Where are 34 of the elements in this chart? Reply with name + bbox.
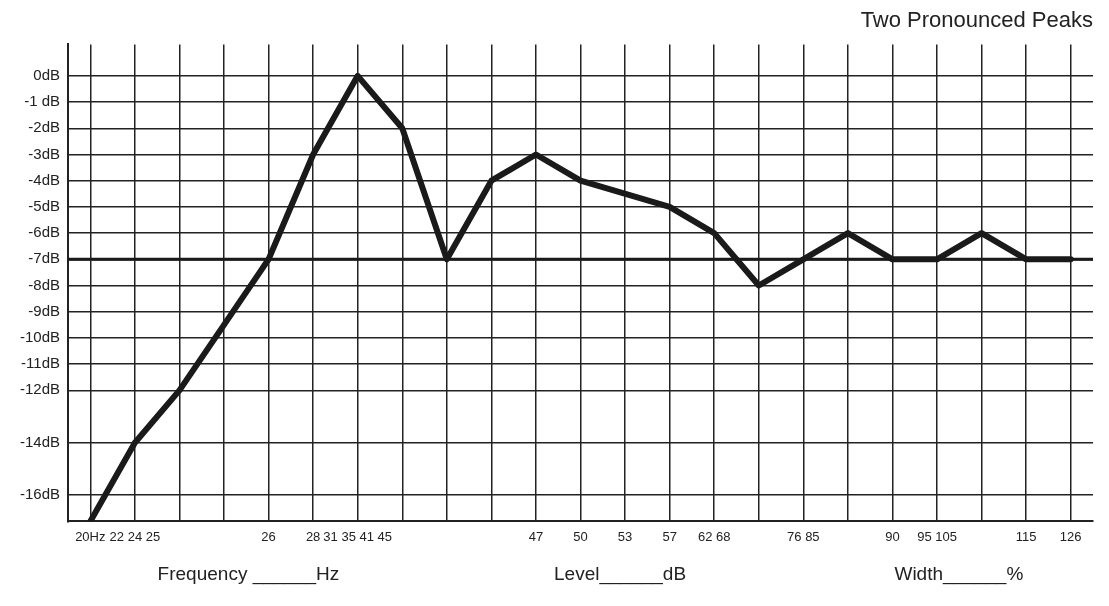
- chart-title: Two Pronounced Peaks: [860, 7, 1093, 33]
- x-tick-label: 62 68: [697, 528, 731, 544]
- x-tick-label: 47: [528, 528, 544, 544]
- y-tick-label: -16dB: [20, 485, 61, 503]
- y-tick-label: -3dB: [28, 144, 61, 162]
- y-tick-label: -10dB: [20, 328, 61, 346]
- x-tick-label: 95 105: [917, 528, 957, 544]
- y-tick-label: -5dB: [28, 197, 61, 215]
- x-tick-label: 50: [573, 528, 588, 544]
- x-tick-label: 20Hz: [75, 528, 106, 544]
- x-tick-label: 90: [885, 528, 900, 544]
- y-tick-label: -8dB: [28, 275, 61, 293]
- x-tick-label: 57: [662, 528, 677, 544]
- x-tick-label: 115: [1015, 528, 1037, 544]
- text: Level______dB: [554, 563, 687, 585]
- x-tick-label: 26: [261, 528, 276, 544]
- x-tick-label: 28: [305, 528, 321, 544]
- y-tick-label: -9dB: [28, 301, 61, 319]
- y-tick-label: -7dB: [28, 249, 61, 267]
- y-tick-label: -11dB: [21, 354, 61, 372]
- text: Width______%: [894, 563, 1024, 585]
- text: Frequency ______Hz: [157, 563, 340, 585]
- y-tick-label: -1 dB: [24, 92, 61, 110]
- x-tick-label: 53: [617, 528, 633, 544]
- x-tick-label: 126: [1059, 528, 1082, 544]
- y-tick-label: -2dB: [28, 118, 61, 136]
- y-tick-label: -6dB: [28, 223, 61, 241]
- x-tick-label: 22 24 25: [109, 528, 161, 544]
- y-tick-label: -14dB: [20, 432, 61, 450]
- x-tick-label: 31 35 41 45: [323, 528, 393, 544]
- y-tick-label: -4dB: [28, 170, 61, 188]
- x-tick-label: 76 85: [787, 528, 820, 544]
- y-tick-label: -12dB: [20, 380, 61, 398]
- y-tick-label: 0dB: [33, 65, 61, 83]
